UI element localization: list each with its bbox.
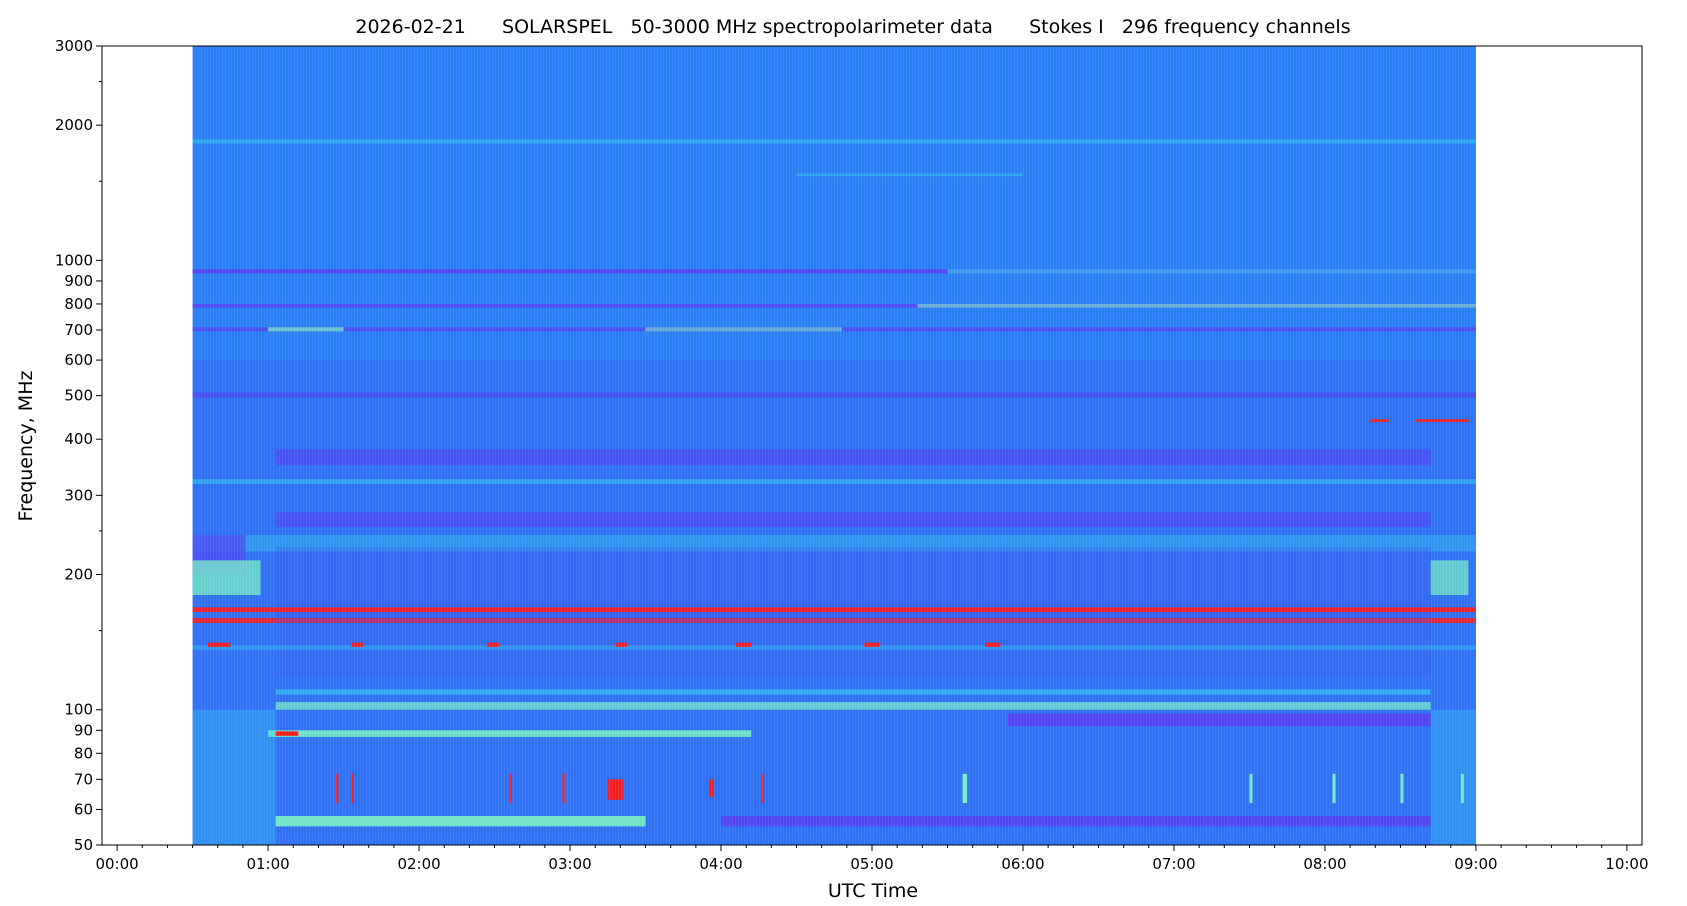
y-tick-label: 700 [64,321,93,339]
y-axis-label: Frequency, MHz [15,371,37,522]
plot-area [101,45,1643,846]
y-tick-label: 70 [74,770,93,788]
x-tick-label: 02:00 [397,855,440,873]
y-tick-label: 50 [74,836,93,854]
y-tick-label: 2000 [55,116,93,134]
y-tick-label: 300 [64,486,93,504]
y-tick-label: 200 [64,565,93,583]
y-tick-label: 60 [74,800,93,818]
y-tick-label: 80 [74,744,93,762]
y-tick-label: 3000 [55,37,93,55]
y-tick-label: 500 [64,387,93,405]
y-tick-label: 600 [64,351,93,369]
chart-title: 2026-02-21 SOLARSPEL 50-3000 MHz spectro… [355,16,1350,38]
x-axis-label: UTC Time [828,880,918,902]
x-tick-label: 08:00 [1303,855,1346,873]
x-tick-label: 05:00 [850,855,893,873]
y-tick-label: 400 [64,430,93,448]
x-tick-label: 06:00 [1001,855,1044,873]
x-tick-label: 09:00 [1454,855,1497,873]
x-tick-label: 03:00 [548,855,591,873]
x-tick-label: 04:00 [699,855,742,873]
y-axis: 50 60 70 80 90 100 200 300 400 500 600 700 800 900 100… [55,37,102,854]
y-tick-label: 1000 [55,251,93,269]
y-tick-label: 900 [64,272,93,290]
x-tick-label: 00:00 [95,855,138,873]
y-tick-label: 100 [64,701,93,719]
x-tick-label: 10:00 [1605,855,1648,873]
y-tick-label: 800 [64,295,93,313]
x-axis: 00:00 01:00 02:00 03:00 04:00 05:00 06:00 07:00… [95,845,1649,873]
x-tick-label: 01:00 [246,855,289,873]
spectrogram-texture [192,46,1476,845]
y-tick-label: 90 [74,721,93,739]
x-tick-label: 07:00 [1152,855,1195,873]
